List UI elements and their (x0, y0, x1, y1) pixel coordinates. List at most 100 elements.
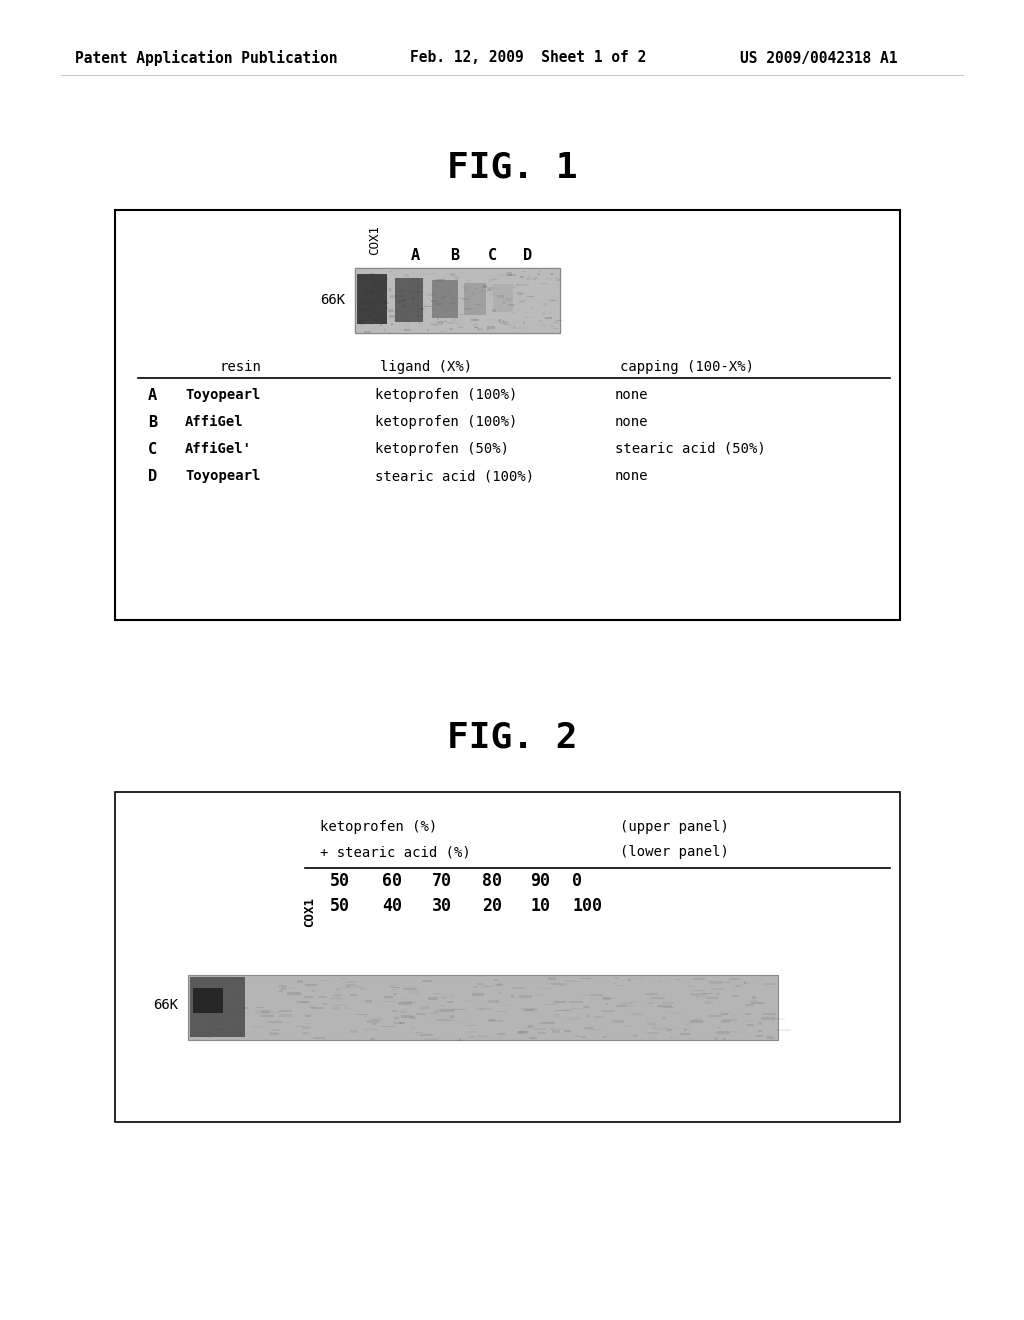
Bar (398, 300, 402, 302)
Bar (373, 318, 379, 321)
Bar (372, 1023, 377, 1026)
Text: 100: 100 (572, 898, 602, 915)
Bar (409, 284, 414, 286)
Bar (720, 982, 730, 983)
Bar (756, 1035, 763, 1038)
Text: 70: 70 (432, 873, 452, 890)
Bar (476, 1035, 488, 1038)
Bar (409, 321, 412, 323)
Bar (302, 1032, 309, 1035)
Bar (586, 978, 591, 979)
Bar (523, 300, 524, 302)
Bar (518, 327, 525, 329)
Bar (746, 1020, 752, 1022)
Bar (767, 987, 773, 989)
Bar (416, 277, 419, 280)
Bar (534, 277, 538, 279)
Text: D: D (523, 248, 532, 263)
Bar (690, 1020, 702, 1023)
Bar (464, 282, 486, 315)
Bar (525, 1026, 531, 1028)
Bar (431, 300, 437, 302)
Bar (462, 298, 469, 301)
Bar (356, 269, 559, 333)
Bar (668, 1028, 672, 1031)
Bar (538, 1031, 546, 1034)
Bar (353, 986, 361, 989)
Bar (450, 322, 455, 323)
Bar (732, 1015, 738, 1016)
Bar (394, 1022, 402, 1024)
Bar (528, 1024, 534, 1027)
Text: resin: resin (220, 360, 262, 374)
Bar (364, 302, 372, 304)
Bar (555, 277, 561, 279)
Bar (645, 1022, 656, 1024)
Bar (322, 1002, 328, 1006)
Bar (556, 319, 562, 321)
Bar (447, 289, 451, 290)
Bar (365, 313, 368, 314)
Bar (404, 310, 412, 312)
Bar (503, 301, 505, 304)
Bar (496, 1011, 508, 1012)
Bar (743, 982, 751, 985)
Bar (545, 317, 552, 319)
Bar (550, 273, 553, 275)
Bar (554, 1001, 565, 1003)
Bar (493, 979, 500, 981)
Bar (435, 1019, 445, 1020)
Text: ligand (X%): ligand (X%) (380, 360, 472, 374)
Bar (370, 1001, 373, 1003)
Bar (525, 317, 530, 318)
Bar (228, 1011, 243, 1014)
Bar (670, 1036, 673, 1038)
Bar (518, 1031, 526, 1032)
Text: + stearic acid (%): + stearic acid (%) (319, 845, 471, 859)
Bar (412, 1002, 416, 1003)
Bar (260, 1010, 271, 1012)
Bar (365, 289, 373, 292)
Bar (714, 1038, 719, 1040)
Bar (488, 999, 499, 1003)
Bar (751, 1002, 764, 1005)
Bar (420, 308, 424, 310)
Bar (272, 1030, 280, 1031)
Bar (539, 321, 542, 322)
Bar (421, 1034, 433, 1036)
Text: 20: 20 (482, 898, 502, 915)
Text: US 2009/0042318 A1: US 2009/0042318 A1 (740, 50, 897, 66)
Text: B: B (148, 414, 157, 430)
Text: A: A (411, 248, 420, 263)
Bar (758, 1031, 762, 1032)
Bar (589, 1028, 602, 1030)
Bar (450, 329, 453, 330)
Bar (629, 977, 637, 981)
Text: 80: 80 (482, 873, 502, 890)
Bar (710, 982, 721, 983)
Bar (522, 284, 528, 286)
Text: ketoprofen (%): ketoprofen (%) (319, 820, 437, 834)
Bar (605, 1003, 608, 1006)
Bar (359, 321, 364, 323)
Bar (447, 1002, 453, 1003)
Bar (602, 1036, 606, 1038)
Bar (312, 990, 315, 991)
Bar (475, 1007, 484, 1010)
Bar (450, 1015, 454, 1018)
Bar (342, 987, 346, 989)
Bar (511, 995, 514, 998)
Bar (347, 981, 356, 983)
Bar (584, 1006, 589, 1008)
Bar (287, 993, 301, 995)
Bar (732, 995, 739, 998)
Bar (506, 272, 512, 275)
Bar (519, 995, 532, 998)
Text: 66K: 66K (153, 998, 178, 1012)
Bar (684, 1030, 687, 1031)
Bar (517, 1031, 528, 1034)
Bar (374, 327, 375, 329)
Bar (388, 309, 394, 312)
Bar (439, 331, 446, 333)
Text: none: none (615, 414, 648, 429)
